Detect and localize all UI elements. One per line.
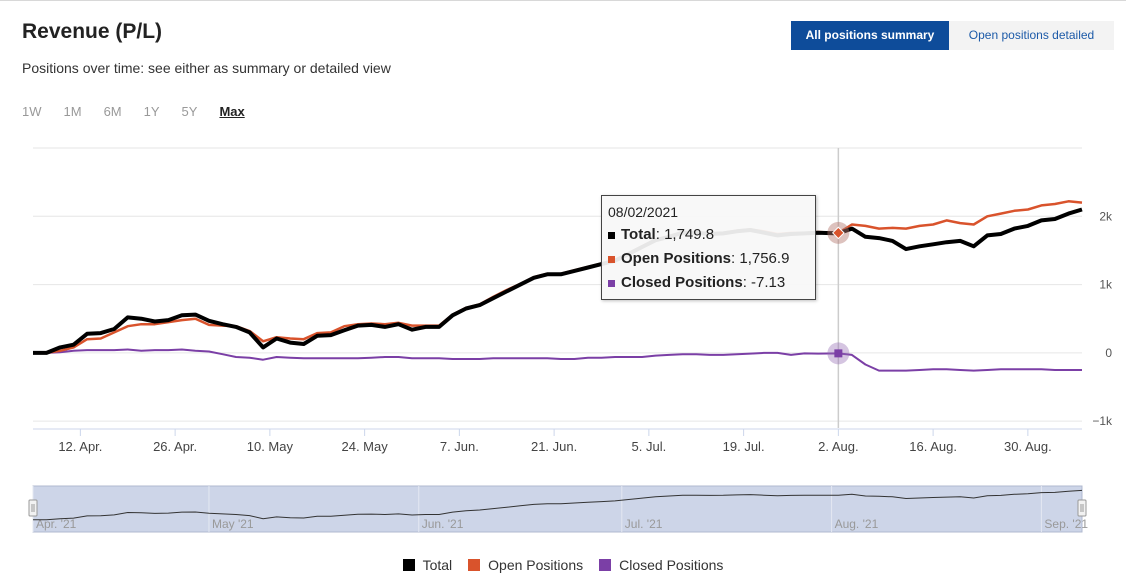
x-tick-label: 21. Jun. <box>531 439 577 454</box>
series-line-closed-positions <box>33 348 1082 372</box>
legend-label-closed: Closed Positions <box>619 557 724 573</box>
navigator-series <box>33 489 1083 521</box>
range-5y-button[interactable]: 5Y <box>181 104 198 119</box>
legend-item-open[interactable]: Open Positions <box>468 557 583 573</box>
chart-tooltip: 08/02/2021 Total: 1,749.8 Open Positions… <box>601 195 816 300</box>
legend-swatch-open <box>468 559 481 571</box>
range-1m-button[interactable]: 1M <box>63 104 82 119</box>
x-tick-label: 30. Aug. <box>1004 439 1052 454</box>
range-1y-button[interactable]: 1Y <box>143 104 160 119</box>
navigator-selection <box>32 485 1083 533</box>
tooltip-total-label: Total <box>621 226 656 243</box>
chart-legend: Total Open Positions Closed Positions <box>0 557 1126 573</box>
y-tick-label: 0 <box>1105 346 1112 360</box>
navigator-label: Apr. '21 <box>36 517 77 531</box>
tooltip-date: 08/02/2021 <box>608 204 679 220</box>
tooltip-open-value: 1,756.9 <box>739 250 790 267</box>
open-hover-marker <box>831 226 845 240</box>
range-selector: 1W 1M 6M 1Y 5Y Max <box>22 104 267 119</box>
legend-item-closed[interactable]: Closed Positions <box>599 557 723 573</box>
range-max-button[interactable]: Max <box>219 104 245 119</box>
navigator-label: Sep. '21 <box>1044 517 1088 531</box>
series-line-total <box>33 207 1083 355</box>
y-tick-label: −1k <box>1092 414 1113 428</box>
page-title: Revenue (P/L) <box>22 20 163 43</box>
tooltip-total-value: 1,749.8 <box>664 226 715 243</box>
tooltip-row-open: Open Positions: 1,756.9 <box>608 247 809 271</box>
legend-swatch-closed <box>599 559 612 571</box>
navigator-handle-right <box>1077 499 1087 517</box>
x-tick-label: 5. Jul. <box>632 439 667 454</box>
tooltip-closed-value: -7.13 <box>751 274 786 291</box>
tooltip-row-total: Total: 1,749.8 <box>608 223 809 247</box>
range-1w-button[interactable]: 1W <box>22 104 42 119</box>
tooltip-closed-label: Closed Positions <box>621 274 743 291</box>
navigator-label: Jul. '21 <box>625 517 663 531</box>
legend-label-total: Total <box>422 557 453 573</box>
tooltip-open-label: Open Positions <box>621 250 732 267</box>
x-tick-label: 2. Aug. <box>818 439 858 454</box>
tooltip-row-closed: Closed Positions: -7.13 <box>608 271 809 295</box>
range-6m-button[interactable]: 6M <box>103 104 122 119</box>
all-positions-summary-button[interactable]: All positions summary <box>791 21 949 50</box>
y-tick-label: 1k <box>1099 278 1113 292</box>
page-subtitle: Positions over time: see either as summa… <box>22 60 391 76</box>
x-tick-label: 12. Apr. <box>58 439 102 454</box>
navigator-label: Aug. '21 <box>835 517 879 531</box>
open-positions-detailed-button[interactable]: Open positions detailed <box>949 21 1114 50</box>
navigator-label: Jun. '21 <box>422 517 464 531</box>
view-toggle: All positions summary Open positions det… <box>791 21 1114 50</box>
closed-marker-icon <box>608 279 615 287</box>
total-marker-icon <box>608 231 615 239</box>
legend-swatch-total <box>402 559 415 571</box>
x-tick-label: 24. May <box>341 439 388 454</box>
series-line-open-positions <box>33 200 1083 355</box>
legend-label-open: Open Positions <box>488 557 584 573</box>
legend-item-total[interactable]: Total <box>402 557 453 573</box>
closed-hover-marker <box>834 349 843 358</box>
x-tick-label: 7. Jun. <box>440 439 479 454</box>
top-divider <box>0 0 1126 7</box>
navigator-label: May '21 <box>212 517 254 531</box>
open-marker-icon <box>608 255 615 263</box>
navigator-handle-left <box>28 499 38 517</box>
x-tick-label: 16. Aug. <box>909 439 957 454</box>
y-tick-label: 2k <box>1099 209 1113 223</box>
x-tick-label: 10. May <box>247 439 294 454</box>
x-tick-label: 19. Jul. <box>723 439 765 454</box>
x-tick-label: 26. Apr. <box>153 439 197 454</box>
